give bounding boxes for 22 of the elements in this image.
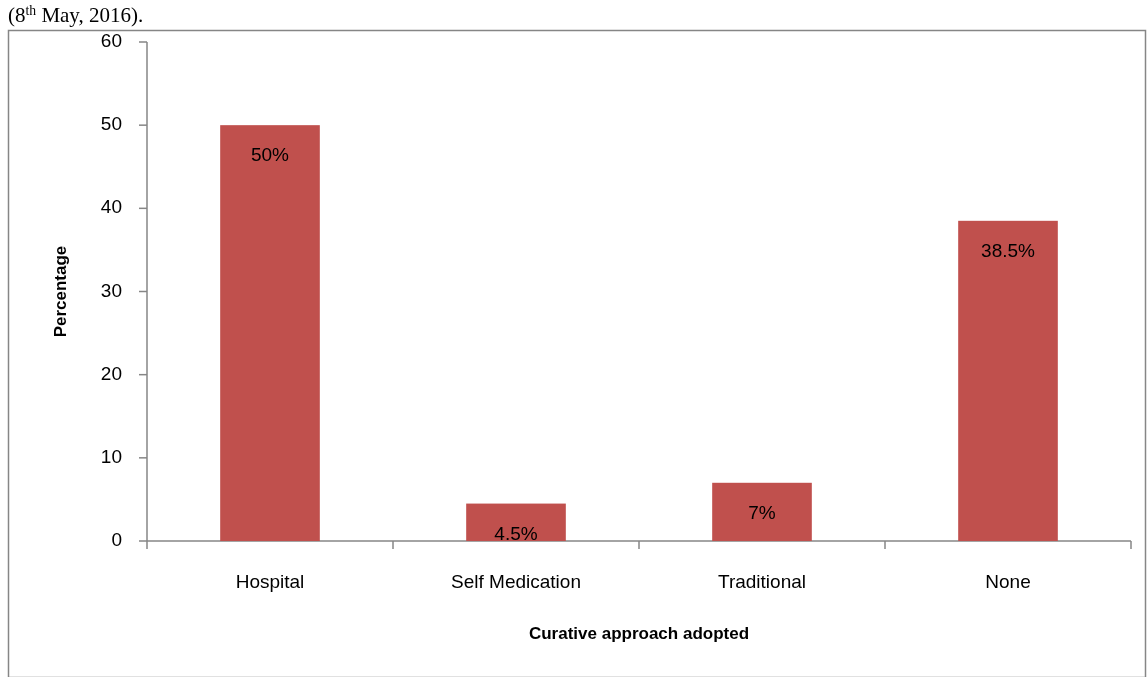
bar: [220, 125, 320, 541]
y-tick-label: 40: [100, 196, 122, 218]
data-label: 50%: [250, 144, 290, 166]
y-tick-label: 50: [100, 113, 122, 135]
x-tick-label: Hospital: [235, 571, 305, 593]
x-axis-title: Curative approach adopted: [528, 624, 750, 644]
y-tick-label: 30: [100, 279, 122, 301]
y-tick-label: 10: [100, 445, 122, 467]
y-axis-title: Percentage: [51, 245, 71, 338]
bar: [958, 220, 1058, 541]
bar: [712, 482, 812, 541]
data-label: 38.5%: [981, 239, 1036, 261]
y-tick-label: 0: [111, 529, 122, 551]
data-label: 4.5%: [494, 522, 538, 544]
x-tick-label: Self Medication: [451, 571, 581, 593]
x-tick-label: Traditional: [717, 571, 807, 593]
bar: [466, 503, 566, 541]
y-tick-label: 60: [100, 30, 122, 52]
data-label: 7%: [748, 501, 776, 523]
text: (8$^{th}$ May, 2016).: [8, 2, 144, 27]
x-tick-label: None: [985, 571, 1031, 593]
y-tick-label: 20: [100, 362, 122, 384]
